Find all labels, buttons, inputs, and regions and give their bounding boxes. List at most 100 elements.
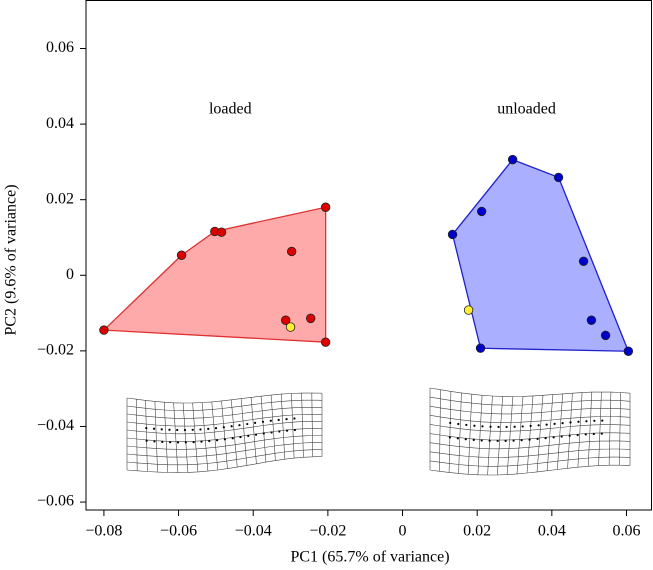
landmark-dot <box>277 418 280 421</box>
landmark-dot <box>489 425 492 428</box>
landmark-dot <box>529 424 532 428</box>
landmark-dot <box>247 434 250 437</box>
deformation-grid <box>126 392 323 473</box>
group-label: loaded <box>209 101 252 118</box>
landmark-dot <box>553 422 556 425</box>
landmark-dot <box>168 428 171 431</box>
landmark-dot <box>497 425 500 429</box>
landmark-dot <box>560 435 563 438</box>
point <box>623 346 634 356</box>
x-tick-label: 0.04 <box>538 523 566 540</box>
landmark-dot <box>521 425 524 428</box>
landmark-dot <box>600 432 603 435</box>
landmark-dot <box>254 421 257 425</box>
point <box>176 250 187 260</box>
landmark-dot <box>222 426 225 429</box>
point <box>320 202 331 212</box>
point <box>285 322 296 332</box>
landmark-dot <box>285 417 288 421</box>
landmark-dot <box>261 420 265 423</box>
landmark-dot <box>464 438 467 441</box>
landmark-dot <box>191 428 194 431</box>
point <box>586 315 597 325</box>
landmark-dot <box>577 420 580 423</box>
landmark-dot <box>270 431 273 434</box>
point <box>578 256 589 266</box>
landmark-dot <box>239 435 242 439</box>
point <box>320 337 331 347</box>
landmark-dot <box>448 436 451 439</box>
x-tick-label: 0 <box>399 523 407 540</box>
landmark-dot <box>505 425 508 429</box>
point <box>553 172 564 183</box>
point <box>475 343 486 353</box>
landmark-dot <box>231 437 234 440</box>
x-tick-label: 0.02 <box>463 523 491 540</box>
landmark-dot <box>456 437 459 440</box>
landmark-dot <box>246 422 249 426</box>
landmark-dot <box>465 423 468 427</box>
landmark-dot <box>230 425 233 428</box>
convex-hull <box>102 206 327 343</box>
landmark-dot <box>592 432 595 436</box>
landmark-dot <box>601 419 604 422</box>
point <box>99 325 109 335</box>
landmark-dot <box>199 428 202 431</box>
convex-hull <box>451 158 630 352</box>
y-axis-label: PC2 (9.6% of variance) <box>3 184 20 335</box>
landmark-dot <box>457 422 460 426</box>
point <box>476 206 487 217</box>
landmark-dot <box>169 441 172 444</box>
y-tick-label: −0.04 <box>37 417 74 434</box>
point <box>447 229 458 240</box>
landmark-dot <box>593 419 596 422</box>
point <box>507 154 518 165</box>
y-tick-label: 0 <box>66 266 74 283</box>
landmark-dot <box>481 425 484 428</box>
x-tick-label: −0.02 <box>309 523 346 540</box>
x-tick-label: −0.04 <box>235 523 272 540</box>
point <box>286 246 297 257</box>
landmark-dot <box>449 421 452 425</box>
point <box>600 330 611 341</box>
landmark-dot <box>504 439 507 442</box>
landmark-dot <box>568 434 571 437</box>
landmark-dot <box>569 421 572 424</box>
landmark-dot <box>262 432 265 435</box>
landmark-dot <box>223 438 226 441</box>
landmark-dot <box>293 417 296 420</box>
landmark-dot <box>192 440 195 444</box>
landmark-dot <box>184 441 187 444</box>
landmark-dot <box>254 433 258 436</box>
y-tick-label: 0.04 <box>46 115 74 132</box>
landmark-dot <box>286 429 289 432</box>
landmark-dot <box>293 428 296 432</box>
x-axis-label: PC1 (65.7% of variance) <box>290 549 449 566</box>
landmark-dot <box>496 439 499 443</box>
landmark-dot <box>145 439 148 442</box>
landmark-dot <box>537 424 540 427</box>
landmark-dot <box>214 427 218 430</box>
landmark-dot <box>145 426 148 430</box>
x-tick-label: 0.06 <box>612 523 640 540</box>
landmark-dot <box>561 421 564 425</box>
landmark-dot <box>544 437 547 440</box>
y-tick-label: −0.06 <box>37 493 74 510</box>
landmark-dot <box>552 436 555 439</box>
landmark-dot <box>545 423 548 426</box>
landmark-dot <box>269 419 272 422</box>
landmark-dot <box>585 420 588 423</box>
landmark-dot <box>238 424 241 427</box>
landmark-dot <box>473 424 476 427</box>
landmark-dot <box>208 439 211 443</box>
group-label: unloaded <box>497 101 556 118</box>
point <box>306 313 316 324</box>
landmark-dot <box>488 439 491 442</box>
landmark-dot <box>160 428 163 431</box>
landmark-dot <box>472 438 475 442</box>
x-tick-label: −0.06 <box>160 523 197 540</box>
landmark-dot <box>152 427 156 430</box>
landmark-dot <box>512 439 515 442</box>
point <box>280 315 291 325</box>
landmark-dot <box>528 438 531 441</box>
